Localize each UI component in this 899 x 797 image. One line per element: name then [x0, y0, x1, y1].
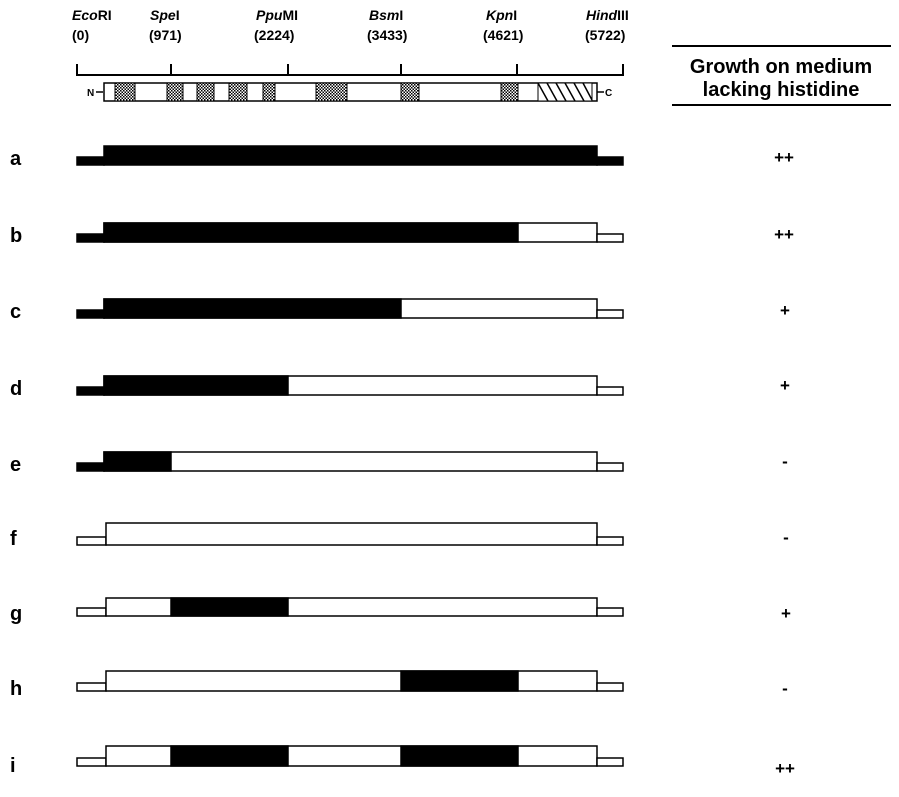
growth-result: +: [781, 604, 791, 623]
shaded-domain: [400, 82, 420, 102]
growth-result: -: [783, 528, 789, 547]
restriction-map-scale: [76, 64, 624, 76]
site-position-kpni: (4621): [483, 27, 523, 43]
construct-bar-e: [76, 451, 624, 472]
site-name-spei: SpeI: [150, 7, 180, 23]
restriction-site-labels: EcoRI (0) SpeI (971) PpuMI (2224) BsmI (…: [72, 7, 629, 43]
site-name-ppumi: PpuMI: [256, 7, 298, 23]
construct-bar-g: [76, 597, 624, 617]
growth-result: +: [780, 376, 790, 395]
site-name-hindiii: HindIII: [586, 7, 629, 23]
construct-bar-d: [76, 375, 624, 396]
construct-label: c: [10, 301, 21, 323]
site-position-bsmi: (3433): [367, 27, 407, 43]
growth-result: -: [782, 452, 788, 471]
growth-result: ++: [774, 225, 794, 244]
construct-label: e: [10, 454, 21, 476]
construct-bar-f: [76, 522, 624, 546]
site-name-ecori: EcoRI: [72, 7, 112, 23]
header-line-2: lacking histidine: [703, 79, 860, 101]
growth-result: -: [782, 679, 788, 698]
site-position-ppumi: (2224): [254, 27, 294, 43]
c-terminus-label: C: [605, 88, 612, 99]
site-name-bsmi: BsmI: [369, 7, 403, 23]
shaded-domain: [315, 82, 348, 102]
construct-label: i: [10, 755, 16, 777]
construct-labels: a b c d e f g h i: [10, 148, 22, 777]
shaded-domain: [262, 82, 276, 102]
shaded-domain: [196, 82, 215, 102]
construct-label: h: [10, 678, 22, 700]
construct-bars: [76, 145, 624, 767]
shaded-domain: [228, 82, 248, 102]
growth-result: ++: [775, 759, 795, 778]
shaded-domain: [500, 82, 519, 102]
construct-bar-c: [76, 298, 624, 319]
construct-label: f: [10, 528, 17, 550]
construct-bar-a: [76, 145, 624, 166]
construct-bar-i: [76, 745, 624, 767]
n-terminus-label: N: [87, 88, 94, 99]
shaded-domain: [166, 82, 184, 102]
growth-results: ++ ++ + + - - + - ++: [774, 148, 795, 778]
construct-bar-b: [76, 222, 624, 243]
construct-bar-h: [76, 670, 624, 692]
site-position-spei: (971): [149, 27, 182, 43]
construct-label: d: [10, 378, 22, 400]
construct-label: a: [10, 148, 22, 170]
header-line-1: Growth on medium: [690, 56, 872, 78]
protein-domain-map: N C: [87, 82, 612, 102]
site-position-hindiii: (5722): [585, 27, 625, 43]
construct-label: g: [10, 603, 22, 625]
growth-result: +: [780, 301, 790, 320]
site-name-kpni: KpnI: [486, 7, 517, 23]
construct-label: b: [10, 225, 22, 247]
growth-result: ++: [774, 148, 794, 167]
growth-column-header: Growth on medium lacking histidine: [672, 45, 891, 106]
hatched-domain: [537, 82, 593, 102]
shaded-domain: [114, 82, 136, 102]
site-position-ecori: (0): [72, 27, 89, 43]
